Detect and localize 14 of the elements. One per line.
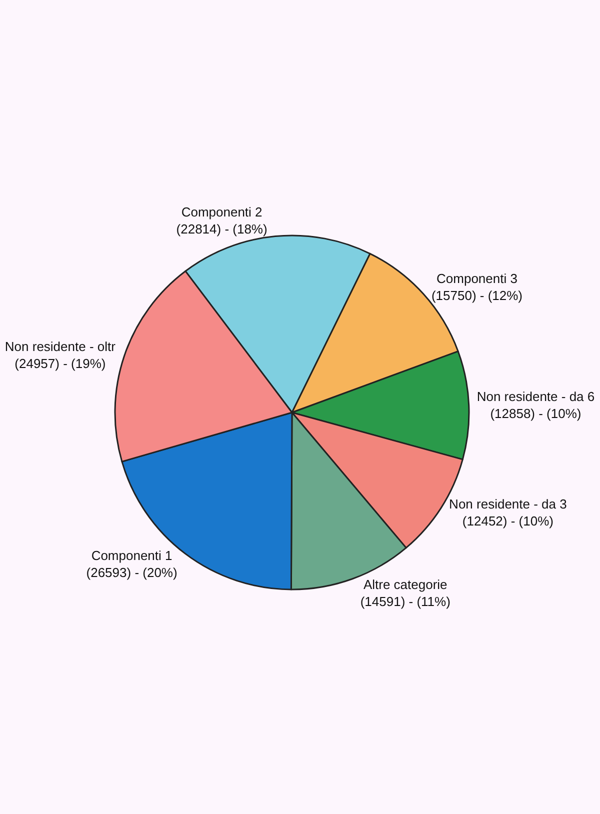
slice-label: Componenti 1: [91, 548, 172, 563]
slice-label: Altre categorie: [363, 577, 448, 592]
slice-label: Non residente - oltr: [4, 338, 116, 354]
data-label: (26593) - (20%): [86, 564, 178, 580]
slice-label: Componenti 2: [181, 204, 262, 220]
data-label: (14591) - (11%): [360, 594, 450, 609]
data-label: (12452) - (10%): [462, 514, 554, 529]
data-label: (22814) - (18%): [176, 221, 268, 236]
data-label: (24957) - (19%): [14, 356, 106, 371]
slice-label: Non residente - da 3: [449, 496, 567, 512]
data-label: (12858) - (10%): [490, 406, 582, 421]
slice-label: Non residente - da 6: [476, 389, 595, 404]
data-label: (15750) - (12%): [431, 288, 523, 303]
slice-label: Componenti 3: [436, 270, 518, 286]
